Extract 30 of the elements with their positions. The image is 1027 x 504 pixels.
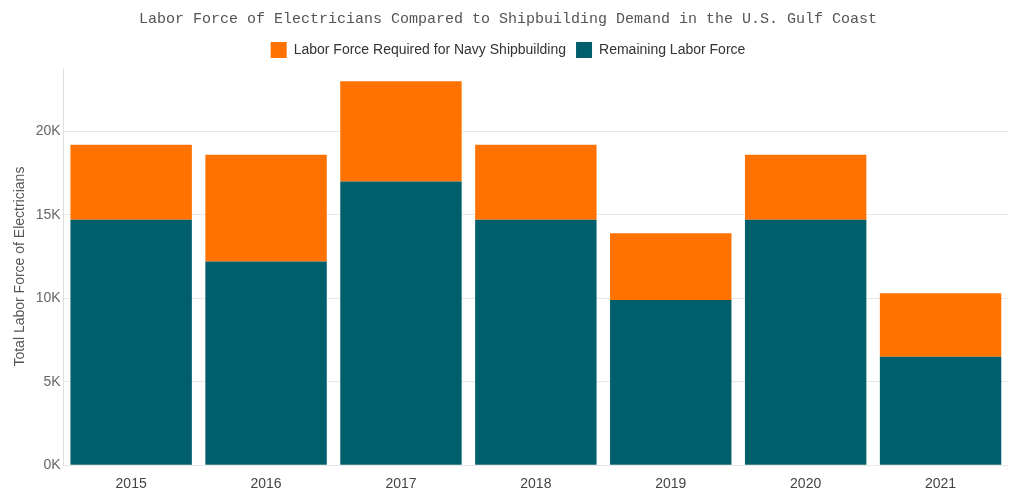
bar [879,356,1002,465]
y-tick-label: 15K [35,205,62,222]
bar [70,144,192,220]
bar [475,144,597,220]
y-tick-label: 10K [35,289,62,306]
chart-title: Labor Force of Electricians Compared to Shipbuilding Demand in the U.S. Gulf Coast [138,10,878,28]
x-tick-label: 2021 [924,475,957,492]
x-tick-label: 2020 [790,475,822,492]
legend-label: Remaining Labor Force [599,40,746,57]
bar [205,154,327,262]
y-axis-title: Total Labor Force of Electricians [11,166,28,367]
x-tick-label: 2016 [250,475,282,492]
bar [475,219,597,465]
x-tick-label: 2018 [520,475,552,492]
bar [610,233,732,300]
x-tick-label: 2015 [115,475,147,492]
bar [340,81,462,182]
bar [744,154,867,220]
y-tick-label: 5K [43,372,62,389]
y-tick-label: 20K [35,122,62,139]
bar [879,293,1002,357]
y-tick-label: 0K [43,456,62,473]
bar [340,181,462,465]
legend-label: Labor Force Required for Navy Shipbuilding [293,40,567,57]
bar [205,261,327,465]
bar [744,219,867,465]
bar [610,299,732,465]
x-tick-label: 2019 [655,475,687,492]
bar [70,219,192,465]
x-tick-label: 2017 [385,475,417,492]
